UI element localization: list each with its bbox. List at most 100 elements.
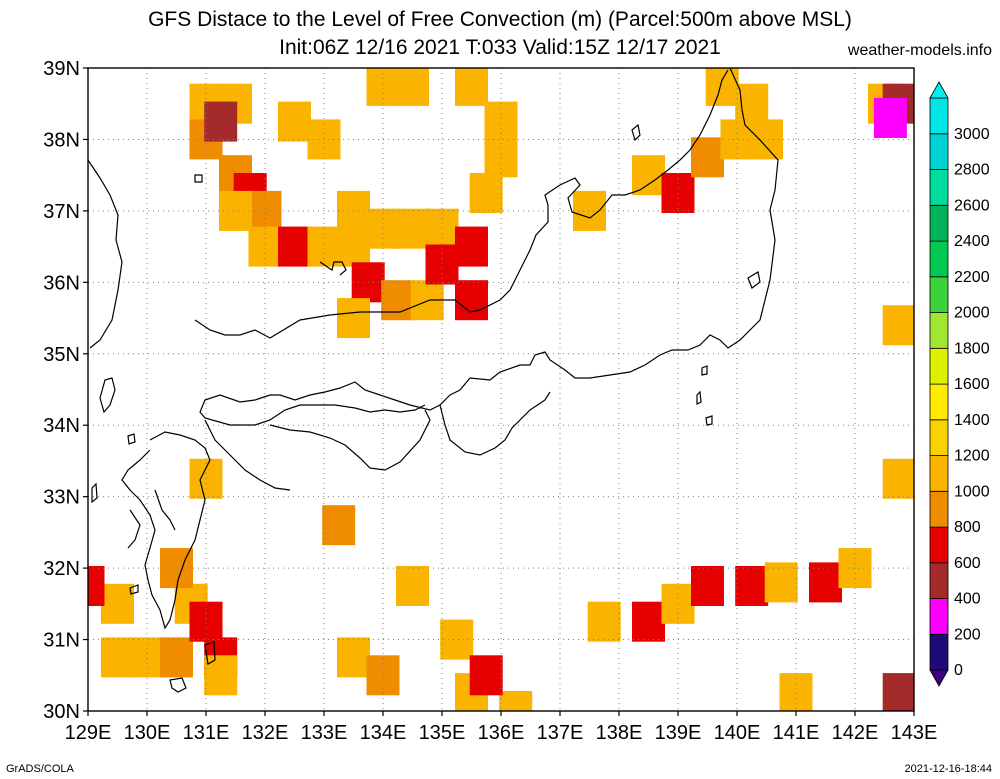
lat-tick-label: 36N xyxy=(43,272,80,294)
lfc-cell xyxy=(396,566,429,606)
lat-tick-label: 38N xyxy=(43,129,80,151)
colorbar-swatch xyxy=(929,419,949,456)
lfc-cell xyxy=(455,226,488,267)
lfc-cell xyxy=(882,458,914,499)
lfc-cell xyxy=(735,566,769,606)
colorbar-label: 0 xyxy=(954,662,963,679)
colorbar-swatch xyxy=(929,526,949,564)
lat-tick-label: 39N xyxy=(43,58,80,80)
lfc-cell xyxy=(750,119,783,160)
lat-tick-label: 33N xyxy=(43,487,80,509)
lfc-cell xyxy=(632,601,665,642)
lfc-cell xyxy=(499,691,533,711)
colorbar-swatch xyxy=(929,383,949,421)
colorbar-under-arrow xyxy=(929,669,949,687)
lon-tick-label: 134E xyxy=(360,722,407,744)
lfc-cell xyxy=(425,244,459,285)
colorbar-swatch xyxy=(929,455,949,492)
latitude-axis: 30N 31N 32N 33N 34N 35N 36N 37N 38N 39N xyxy=(43,58,88,723)
lon-tick-label: 131E xyxy=(183,722,230,744)
lat-tick-label: 35N xyxy=(43,344,80,366)
colorbar-label: 1600 xyxy=(954,376,990,393)
lfc-cell xyxy=(396,208,429,249)
lfc-cell xyxy=(469,655,503,696)
lat-tick-label: 30N xyxy=(43,701,80,723)
colorbar-swatch xyxy=(929,204,949,242)
lfc-cell xyxy=(248,226,282,267)
colorbar-swatch xyxy=(929,490,949,528)
lon-tick-label: 143E xyxy=(891,722,938,744)
colorbar-label: 1400 xyxy=(954,412,990,429)
colorbar-swatch xyxy=(929,633,949,671)
lon-tick-label: 133E xyxy=(301,722,348,744)
lfc-cell xyxy=(735,83,769,124)
lfc-cell xyxy=(204,101,238,142)
lfc-shading xyxy=(88,68,914,711)
lfc-cell xyxy=(204,655,238,696)
lat-tick-label: 34N xyxy=(43,415,80,437)
lon-tick-label: 141E xyxy=(773,722,820,744)
lfc-cell xyxy=(307,226,341,267)
map-subtitle: Init:06Z 12/16 2021 T:033 Valid:15Z 12/1… xyxy=(279,36,721,59)
lfc-cell xyxy=(882,305,914,346)
lfc-cell xyxy=(469,173,503,213)
lfc-cell xyxy=(189,601,223,642)
lfc-cell xyxy=(278,226,311,267)
colorbar-swatch xyxy=(929,276,949,313)
lfc-cell xyxy=(130,637,164,678)
colorbar-swatch xyxy=(929,598,949,635)
lon-tick-label: 130E xyxy=(124,722,171,744)
credit-label: weather-models.info xyxy=(847,42,992,59)
lfc-cell xyxy=(484,101,518,142)
lat-tick-label: 32N xyxy=(43,558,80,580)
lfc-cell xyxy=(101,583,134,624)
lfc-cell xyxy=(278,101,311,142)
colorbar-label: 600 xyxy=(954,555,981,572)
lfc-cell xyxy=(632,155,665,196)
lfc-cell xyxy=(322,505,356,546)
colorbar-label: 2400 xyxy=(954,233,990,250)
lfc-cell xyxy=(440,619,474,660)
map-title: GFS Distace to the Level of Free Convect… xyxy=(148,8,852,31)
lon-tick-label: 140E xyxy=(714,722,761,744)
lfc-cell xyxy=(396,68,429,106)
generated-timestamp: 2021-12-16-18:44 xyxy=(904,763,992,775)
lon-tick-label: 135E xyxy=(419,722,466,744)
lfc-cell xyxy=(587,601,621,642)
colorbar-label: 2600 xyxy=(954,197,990,214)
longitude-axis: 129E 130E 131E 132E 133E 134E 135E 136E 137E 138E… xyxy=(65,711,938,744)
lfc-cell xyxy=(455,68,488,106)
lfc-cell xyxy=(873,98,907,138)
lon-tick-label: 139E xyxy=(655,722,702,744)
colorbar-swatch xyxy=(929,169,949,206)
colorbar-swatch xyxy=(929,562,949,599)
lon-tick-label: 142E xyxy=(832,722,879,744)
lfc-cell xyxy=(764,562,798,603)
colorbar-swatch xyxy=(929,240,949,278)
lat-tick-label: 31N xyxy=(43,630,80,652)
lfc-cell xyxy=(219,190,252,231)
lfc-cell xyxy=(573,190,606,231)
lfc-cell xyxy=(337,637,370,678)
lfc-cell xyxy=(691,137,724,178)
lfc-cell xyxy=(691,566,724,606)
lfc-cell xyxy=(455,280,488,321)
lfc-cell xyxy=(337,226,370,267)
software-credit: GrADS/COLA xyxy=(6,763,74,775)
lon-tick-label: 132E xyxy=(242,722,289,744)
colorbar-swatch xyxy=(929,312,949,349)
colorbar-label: 1800 xyxy=(954,340,990,357)
colorbar-swatch xyxy=(929,347,949,385)
colorbar-label: 3000 xyxy=(954,126,990,143)
colorbar-label: 200 xyxy=(954,626,981,643)
lon-tick-label: 138E xyxy=(596,722,643,744)
lfc-cell xyxy=(705,68,739,106)
coastlines xyxy=(88,68,779,693)
colorbar-label: 1200 xyxy=(954,448,990,465)
lon-tick-label: 129E xyxy=(65,722,112,744)
colorbar-label: 2200 xyxy=(954,269,990,286)
lon-tick-label: 136E xyxy=(478,722,525,744)
lfc-cell xyxy=(366,68,400,106)
lat-tick-label: 37N xyxy=(43,201,80,223)
